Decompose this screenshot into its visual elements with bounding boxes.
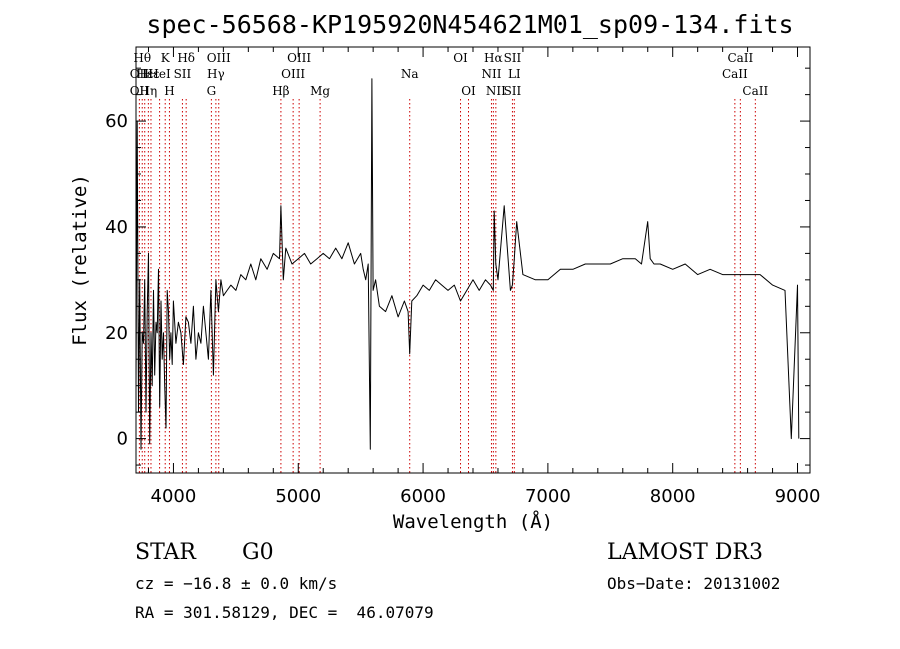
marker-label-24: SII [504, 51, 522, 65]
x-tick-label-4: 8000 [650, 486, 696, 507]
coordinates: RA = 301.58129, DEC = 46.07079 [135, 603, 434, 622]
x-tick-label-2: 6000 [400, 486, 446, 507]
marker-label-29: CaII [742, 84, 768, 98]
object-type: STAR [135, 540, 196, 565]
marker-label-4: Hη [140, 84, 158, 98]
marker-label-18: Na [401, 67, 419, 81]
marker-label-20: OI [461, 84, 476, 98]
marker-label-6: HeI [148, 67, 171, 81]
marker-label-1: OII [130, 84, 150, 98]
marker-label-14: Hβ [272, 84, 289, 98]
y-axis-label: Flux (relative) [69, 174, 91, 346]
marker-label-13: OIII [207, 51, 231, 65]
y-tick-label-3: 60 [105, 111, 128, 132]
y-tick-label-2: 40 [105, 217, 128, 238]
marker-label-7: K [161, 51, 171, 65]
marker-label-17: Mg [310, 84, 330, 98]
marker-label-21: NII [481, 67, 501, 81]
series-layer [135, 78, 800, 450]
marker-label-0: OII [130, 67, 150, 81]
marker-label-26: LI [508, 67, 521, 81]
x-tick-label-5: 9000 [775, 486, 821, 507]
marker-label-11: G [207, 84, 217, 98]
survey-release: LAMOST DR3 [607, 540, 763, 565]
chart-title: spec-56568-KP195920N454621M01_sp09-134.f… [146, 10, 793, 39]
x-tick-label-0: 4000 [151, 486, 197, 507]
spectrum-line [135, 78, 800, 450]
marker-label-10: Hδ [177, 51, 195, 65]
marker-label-9: SII [174, 67, 192, 81]
observation-date: Obs−Date: 20131002 [607, 574, 781, 593]
marker-label-15: OIII [281, 67, 305, 81]
plot-frame [135, 46, 811, 474]
marker-label-25: SII [504, 84, 522, 98]
marker-label-23: NII [486, 84, 506, 98]
marker-label-2: Hθ [133, 51, 151, 65]
line-marker-labels: OIIOIIHθHεHηHεHeIKHSIIHδGHγOIIIHβOIIIOII… [130, 51, 769, 98]
marker-label-27: CaII [722, 67, 748, 81]
marker-label-28: CaII [727, 51, 753, 65]
redshift-info: cz = −16.8 ± 0.0 km/s [135, 574, 338, 593]
x-tick-label-3: 7000 [525, 486, 571, 507]
marker-label-8: H [164, 84, 174, 98]
axis-ticks: 4000 5000 6000 7000 8000 9000 0 20 40 60 [105, 47, 820, 507]
marker-label-12: Hγ [207, 67, 225, 81]
marker-label-22: Hα [484, 51, 503, 65]
marker-label-5: Hε [143, 67, 160, 81]
marker-label-3: Hε [136, 67, 153, 81]
marker-label-19: OI [453, 51, 468, 65]
y-tick-label-1: 20 [105, 323, 128, 344]
x-axis-label: Wavelength (Å) [393, 510, 553, 533]
marker-label-16: OIII [287, 51, 311, 65]
y-tick-label-0: 0 [117, 429, 128, 450]
x-tick-label-1: 5000 [275, 486, 321, 507]
object-subclass: G0 [242, 540, 274, 565]
